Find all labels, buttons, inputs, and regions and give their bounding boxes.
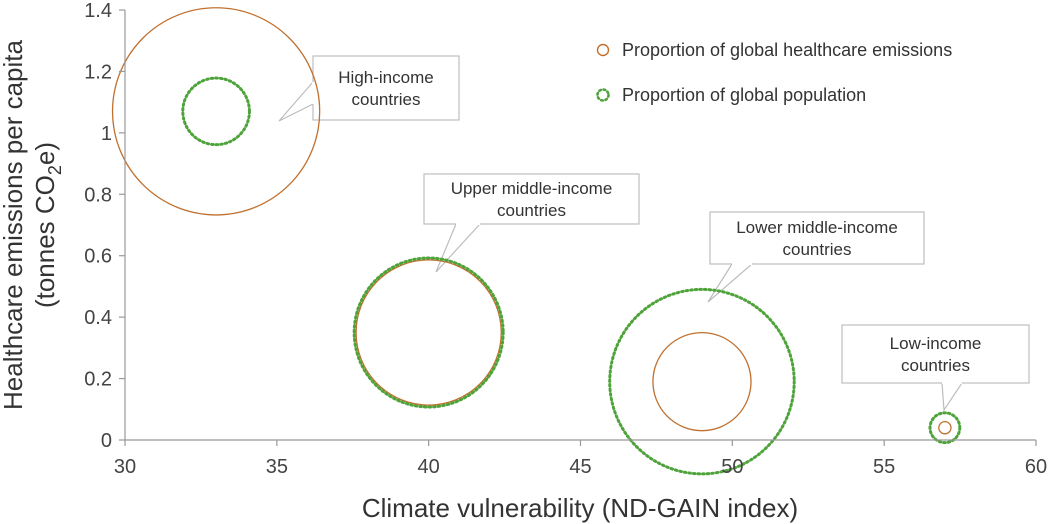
legend-label-population: Proportion of global population	[622, 85, 866, 105]
x-tick-label: 40	[418, 456, 440, 478]
population-bubble	[352, 256, 505, 409]
annotation-box	[841, 324, 1030, 384]
y-tick-label: 1	[101, 123, 112, 145]
y-axis-title: Healthcare emissions per capita (tonnes …	[0, 39, 65, 409]
legend-marker-population	[596, 88, 610, 102]
annotation-label: Upper middle-income	[451, 179, 613, 198]
annotation-label: countries	[497, 201, 566, 220]
ticks: 30 35 40 45 50 55 60 0 0.2 0.4 0.6 0.8 1 1.2 1.4	[84, 0, 1047, 478]
y-tick-label: 0.2	[84, 369, 112, 391]
x-tick-label: 35	[266, 456, 288, 478]
annotation-callout: Lower middle-income countries	[707, 211, 925, 303]
annotation-box	[312, 55, 460, 121]
emissions-bubble	[355, 259, 502, 406]
y-tick-label: 0	[101, 430, 112, 452]
population-bubble	[928, 411, 962, 445]
emissions-bubble	[111, 7, 321, 216]
annotation-callout: High-income countries	[278, 55, 460, 122]
annotation-callout: Upper middle-income countries	[423, 173, 640, 273]
emissions-bubble	[938, 420, 952, 435]
x-axis-title: Climate vulnerability (ND-GAIN index)	[362, 493, 798, 523]
bubbles	[111, 7, 962, 476]
annotation-pointer	[278, 80, 314, 122]
annotation-label: countries	[352, 90, 421, 109]
x-tick-label: 30	[114, 456, 136, 478]
annotation-callout: Low-income countries	[841, 324, 1030, 412]
emissions-bubble	[652, 331, 752, 432]
annotation-label: Low-income	[890, 334, 982, 353]
x-tick-label: 45	[569, 456, 591, 478]
x-tick-label: 60	[1025, 456, 1047, 478]
annotation-pointer	[941, 382, 964, 412]
annotation-label: countries	[901, 356, 970, 375]
y-tick-label: 1.4	[84, 0, 112, 22]
legend-marker-emissions	[596, 43, 610, 57]
y-axis-title-line1: Healthcare emissions per capita	[0, 39, 28, 409]
annotation-label: Lower middle-income	[736, 218, 898, 237]
y-tick-label: 0.4	[84, 307, 112, 329]
y-tick-label: 0.6	[84, 246, 112, 268]
annotations: High-income countries Upper middle-income c…	[278, 55, 1030, 412]
x-tick-label: 55	[873, 456, 895, 478]
annotation-label: High-income	[338, 68, 433, 87]
annotation-box	[709, 211, 925, 265]
annotation-label: countries	[783, 240, 852, 259]
x-tick-label: 50	[721, 456, 743, 478]
population-bubble	[181, 76, 251, 147]
legend: Proportion of global healthcare emission…	[596, 40, 952, 105]
y-axis-title-line2: (tonnes CO2e)	[30, 142, 65, 308]
y-tick-label: 0.8	[84, 184, 112, 206]
y-tick-label: 1.2	[84, 61, 112, 83]
population-bubble	[608, 287, 796, 476]
legend-label-emissions: Proportion of global healthcare emission…	[622, 40, 952, 60]
annotation-pointer	[707, 263, 754, 303]
annotation-box	[423, 173, 640, 225]
